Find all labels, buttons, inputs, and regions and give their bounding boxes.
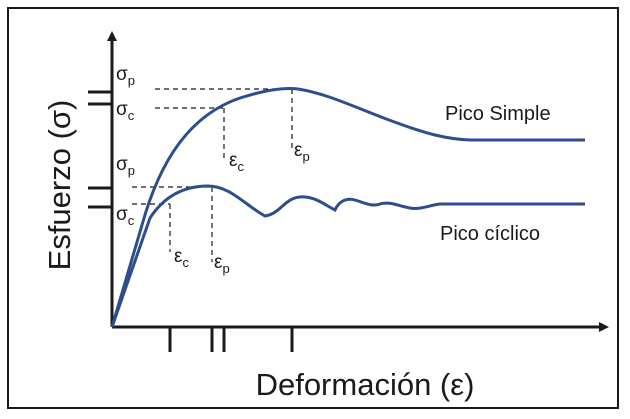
simple-epsilon-p-label: εp — [294, 140, 310, 164]
cyclic-epsilon-p-label: εp — [214, 252, 230, 276]
simple-sigma-p-label: σp — [116, 64, 135, 88]
x-axis-title: Deformación (ε) — [256, 367, 475, 402]
simple-peak-curve — [110, 87, 585, 328]
cyclic-sigma-p-label: σp — [116, 154, 135, 178]
cyclic-epsilon-c-label: εc — [174, 246, 189, 270]
y-axis-title: Esfuerzo (σ) — [42, 100, 77, 271]
cyclic-peak-curve — [110, 184, 585, 328]
simple-curve-label: Pico Simple — [445, 103, 551, 125]
cyclic-sigma-c-label: σc — [116, 204, 135, 228]
cyclic-curve-label: Pico cíclico — [440, 223, 540, 245]
simple-sigma-c-label: σc — [116, 99, 135, 123]
simple-epsilon-c-label: εc — [229, 150, 244, 174]
